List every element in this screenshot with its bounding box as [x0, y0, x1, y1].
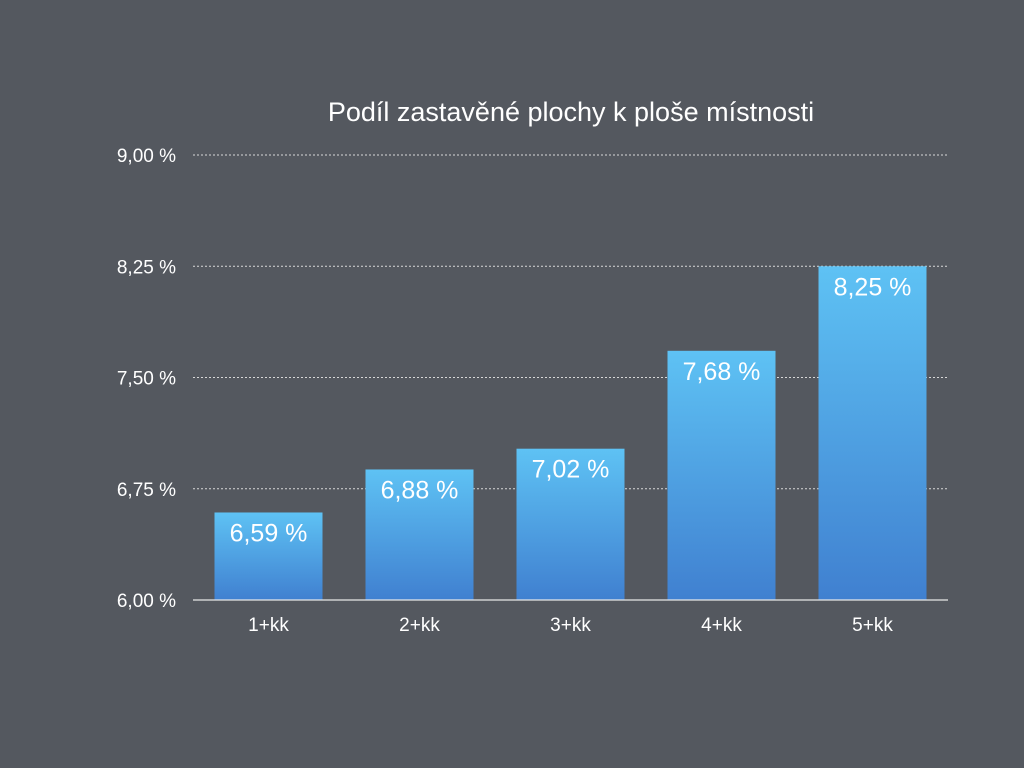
bar-2+kk: [365, 469, 474, 600]
x-tick-label: 3+kk: [550, 615, 591, 636]
value-label: 8,25 %: [834, 273, 912, 301]
bar-1+kk: [214, 512, 323, 600]
y-tick-label: 6,00 %: [117, 591, 176, 612]
x-axis-ticks: 1+kk 2+kk 3+kk 4+kk 5+kk: [248, 615, 893, 636]
y-tick-label: 9,00 %: [117, 146, 176, 167]
bar-4+kk: [667, 350, 776, 600]
value-label: 6,88 %: [381, 476, 459, 504]
chart-title: Podíl zastavěné plochy k ploše místnosti: [328, 97, 814, 127]
x-tick-label: 1+kk: [248, 615, 289, 636]
y-tick-label: 8,25 %: [117, 257, 176, 278]
value-label: 7,02 %: [532, 456, 610, 484]
x-tick-label: 2+kk: [399, 615, 440, 636]
x-tick-label: 4+kk: [701, 615, 742, 636]
value-labels: 6,59 % 6,88 % 7,02 % 7,68 % 8,25 %: [230, 273, 912, 547]
y-tick-label: 6,75 %: [117, 480, 176, 501]
y-tick-label: 7,50 %: [117, 369, 176, 390]
x-tick-label: 5+kk: [852, 615, 893, 636]
y-axis-ticks: 6,00 % 6,75 % 7,50 % 8,25 % 9,00 %: [117, 146, 176, 612]
bar-5+kk: [818, 266, 927, 600]
value-label: 6,59 %: [230, 519, 308, 547]
value-label: 7,68 %: [683, 358, 761, 386]
bar-3+kk: [516, 448, 625, 600]
bars: [214, 266, 927, 600]
